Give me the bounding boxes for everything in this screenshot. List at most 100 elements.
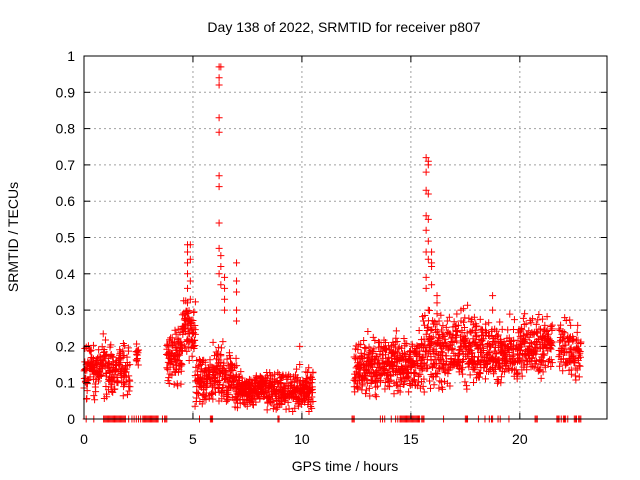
data-point (405, 388, 413, 396)
data-point (576, 353, 584, 361)
data-point (439, 385, 447, 393)
data-point (393, 337, 401, 345)
data-point (494, 332, 502, 340)
data-point (489, 306, 497, 314)
data-point (422, 186, 430, 194)
data-point (209, 395, 217, 403)
data-point (479, 326, 487, 334)
data-point (191, 402, 199, 410)
data-point (559, 342, 567, 350)
data-point (198, 400, 206, 408)
data-point (470, 313, 478, 321)
data-point (559, 367, 567, 375)
data-point (294, 374, 302, 382)
data-point (89, 355, 97, 363)
data-point (452, 331, 460, 339)
data-point (217, 281, 225, 289)
data-point (424, 323, 432, 331)
data-point (165, 380, 173, 388)
data-point (215, 114, 223, 122)
data-point (101, 336, 109, 344)
data-point (424, 237, 432, 245)
data-point (371, 391, 379, 399)
data-point (435, 317, 443, 325)
data-point (429, 333, 437, 341)
data-point (181, 342, 189, 350)
data-point (215, 172, 223, 180)
data-point (570, 335, 578, 343)
x-axis-label: GPS time / hours (292, 458, 399, 474)
data-point (377, 370, 385, 378)
data-point (486, 348, 494, 356)
data-point (439, 331, 447, 339)
data-point (309, 398, 317, 406)
data-point (302, 368, 310, 376)
data-point (354, 385, 362, 393)
data-point (417, 363, 425, 371)
data-point (470, 378, 478, 386)
data-point (454, 322, 462, 330)
data-point (442, 323, 450, 331)
data-point (125, 387, 133, 395)
data-point (434, 334, 442, 342)
axis-ticks (83, 55, 607, 420)
data-point (126, 361, 134, 369)
data-point (187, 318, 195, 326)
data-point (416, 370, 424, 378)
data-point (215, 74, 223, 82)
data-point (215, 270, 223, 278)
data-point (107, 341, 115, 349)
data-point (215, 244, 223, 252)
data-point (99, 356, 107, 364)
data-point (269, 397, 277, 405)
data-point (285, 371, 293, 379)
data-point (462, 334, 470, 342)
data-point (274, 369, 282, 377)
data-point (354, 346, 362, 354)
data-point (556, 351, 564, 359)
data-point (481, 375, 489, 383)
x-tick-label: 20 (512, 431, 528, 447)
data-point (284, 398, 292, 406)
data-point (424, 306, 432, 314)
data-point (525, 333, 533, 341)
data-point (87, 346, 95, 354)
data-point (233, 259, 241, 267)
y-axis-label: SRMTID / TECUs (5, 182, 21, 292)
data-point (490, 338, 498, 345)
data-point (384, 382, 392, 390)
data-point (547, 341, 555, 349)
data-point (475, 344, 483, 352)
data-point (409, 377, 417, 385)
data-point (422, 168, 430, 176)
data-point (177, 367, 185, 375)
data-point (556, 326, 564, 334)
data-point (92, 388, 100, 396)
x-tick-label: 15 (403, 431, 419, 447)
data-point (219, 338, 227, 346)
data-point (233, 288, 241, 296)
data-point (170, 338, 178, 346)
data-point (506, 310, 514, 318)
data-point (224, 396, 232, 404)
data-point (133, 340, 141, 348)
data-point (548, 321, 556, 329)
y-tick-label: 0.9 (56, 84, 76, 100)
data-point (415, 327, 423, 335)
data-point (89, 341, 97, 349)
data-point (461, 378, 469, 386)
data-point (535, 366, 543, 374)
data-point (422, 273, 430, 281)
data-point (497, 373, 505, 381)
data-point (223, 355, 231, 363)
data-point (525, 327, 533, 335)
data-point (457, 317, 465, 325)
data-point (374, 382, 382, 390)
data-point (191, 326, 199, 334)
data-point (424, 157, 432, 165)
data-point (540, 351, 548, 359)
data-point (120, 342, 128, 350)
data-point (539, 368, 547, 376)
data-point (518, 343, 526, 351)
data-point (422, 154, 430, 162)
